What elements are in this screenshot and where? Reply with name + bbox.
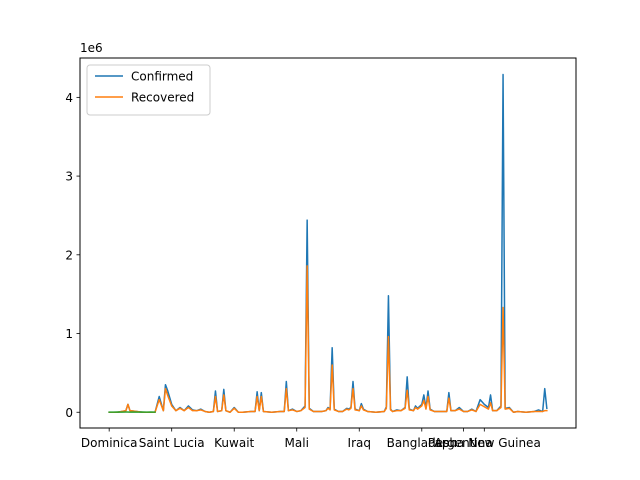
x-tick-label: Papua New Guinea — [428, 436, 541, 450]
x-tick-label: Mali — [285, 436, 309, 450]
y-tick-label: 4 — [65, 91, 73, 105]
x-axis: Dominica Saint Lucia Kuwait Mali Iraq Banglad… — [81, 428, 541, 450]
y-axis: 0 1 2 3 4 — [65, 91, 80, 420]
legend-label: Recovered — [131, 91, 194, 105]
x-tick-label: Argentina — [434, 436, 493, 450]
legend-box — [86, 64, 211, 116]
legend: Confirmed Recovered — [86, 64, 211, 116]
series-line-recovered — [108, 265, 548, 414]
y-tick-label: 3 — [65, 170, 73, 184]
legend-label: Confirmed — [131, 70, 193, 84]
x-tick-label: Bangladesh — [387, 436, 457, 450]
x-tick-label: Kuwait — [214, 436, 254, 450]
x-tick-label: Dominica — [81, 436, 138, 450]
plot-frame — [79, 57, 577, 429]
y-tick-label: 0 — [65, 406, 73, 420]
x-tick-label: Saint Lucia — [139, 436, 205, 450]
y-tick-label: 2 — [65, 248, 73, 262]
x-tick-label: Iraq — [348, 436, 371, 450]
y-exponent-label: 1e6 — [80, 41, 103, 55]
plot-area — [108, 73, 548, 414]
y-tick-label: 1 — [65, 327, 73, 341]
